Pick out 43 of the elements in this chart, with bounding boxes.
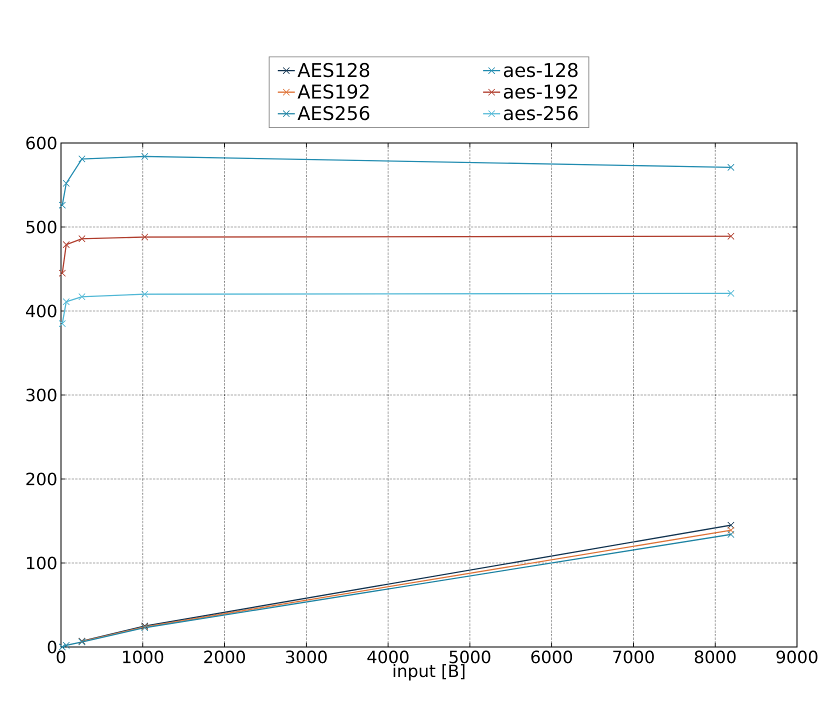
x-tick-label: 8000: [694, 650, 736, 664]
point: [58, 320, 66, 328]
legend-label: aes-128: [504, 62, 578, 78]
point: [727, 530, 734, 538]
y-tick-label: 100: [27, 556, 56, 570]
point: [727, 526, 734, 534]
point: [141, 290, 148, 298]
point: [727, 232, 734, 240]
y-tick-label: 300: [26, 388, 56, 402]
x-axis-title: input [B]: [394, 664, 464, 681]
x-tick-label: 4000: [367, 650, 409, 664]
point: [58, 202, 66, 209]
point: [62, 180, 70, 187]
point: [727, 522, 734, 529]
point: [78, 293, 86, 300]
x-tick-label: 1000: [123, 650, 164, 664]
point: [727, 164, 734, 171]
point: [727, 290, 734, 297]
legend-label: AES128: [298, 62, 370, 78]
y-tick-label: 200: [26, 472, 56, 486]
legend-label: aes-192: [504, 84, 577, 99]
point: [62, 298, 70, 306]
legend-label: AES256: [298, 106, 370, 120]
y-tick-label: 600: [26, 136, 56, 150]
point: [58, 643, 66, 651]
point: [78, 155, 86, 163]
point: [58, 270, 66, 277]
x-tick-label: 7000: [613, 650, 654, 664]
point: [78, 235, 86, 242]
x-tick-label: 5000: [450, 650, 490, 664]
y-tick-label: 0: [48, 640, 56, 654]
y-tick-label: 400: [26, 304, 56, 318]
point: [141, 234, 148, 241]
legend-label: aes-256: [504, 106, 578, 120]
legend-label: AES192: [298, 84, 369, 99]
x-tick-label: 0: [56, 650, 66, 664]
x-tick-label: 9000: [776, 650, 818, 664]
x-tick-label: 3000: [286, 650, 327, 664]
point: [62, 241, 70, 248]
x-tick-label: 6000: [531, 650, 572, 664]
point: [141, 152, 148, 160]
x-tick-label: 2000: [204, 650, 245, 664]
y-tick-label: 500: [26, 220, 56, 234]
